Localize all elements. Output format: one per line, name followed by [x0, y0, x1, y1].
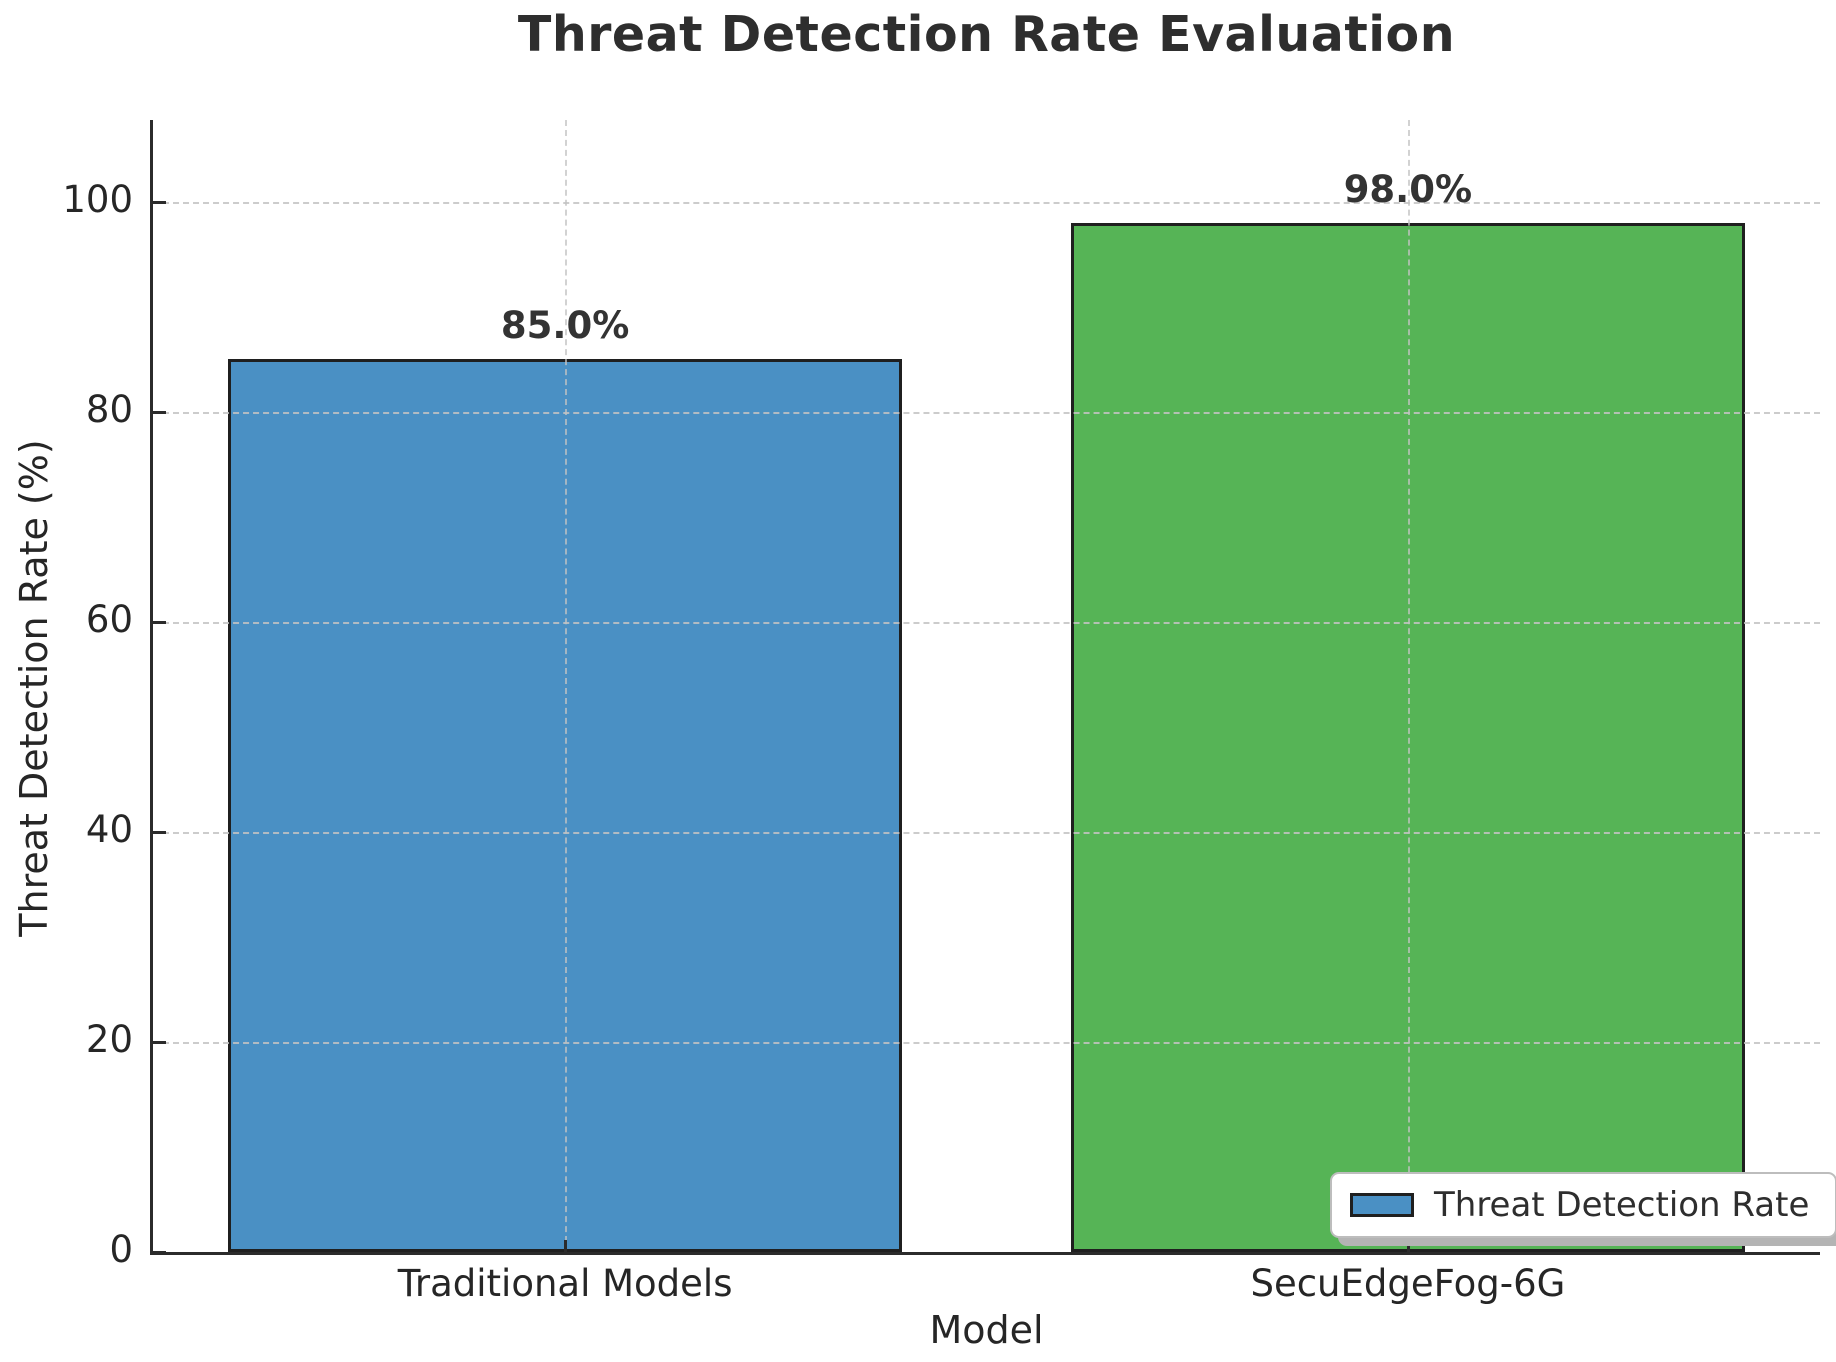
y-axis-spine [150, 120, 153, 1255]
y-tick-mark [153, 200, 166, 204]
x-axis-label: Model [929, 1308, 1044, 1352]
plot-area: 85.0% 98.0% [153, 120, 1820, 1252]
y-tick-label: 60 [85, 597, 133, 641]
x-tick-label: Traditional Models [397, 1262, 733, 1305]
x-tick-mark [1406, 1240, 1410, 1252]
y-tick-label: 80 [85, 387, 133, 431]
x-tick-mark [564, 1240, 568, 1252]
y-tick-mark [153, 620, 166, 624]
y-axis-label: Threat Detection Rate (%) [12, 439, 56, 937]
y-tick-mark [153, 1040, 166, 1044]
y-tick-label: 20 [85, 1017, 133, 1061]
bar-value-label: 85.0% [500, 304, 630, 348]
x-axis-spine [150, 1252, 1820, 1255]
y-tick-mark [153, 1251, 166, 1254]
x-tick-label: SecuEdgeFog-6G [1250, 1262, 1566, 1305]
bar-value-label: 98.0% [1343, 167, 1473, 211]
y-tick-mark [153, 410, 166, 414]
bar-secuedgefog-6g [1070, 222, 1745, 1252]
chart-title: Threat Detection Rate Evaluation [517, 6, 1456, 63]
y-tick-mark [153, 830, 166, 834]
y-tick-label: 40 [85, 807, 133, 851]
gridline-horizontal [153, 201, 1820, 204]
y-tick-label: 0 [109, 1228, 133, 1271]
bar-traditional-models [228, 359, 903, 1252]
legend-label: Threat Detection Rate [1434, 1185, 1810, 1225]
legend-swatch [1350, 1193, 1414, 1217]
legend: Threat Detection Rate [1330, 1172, 1836, 1238]
y-tick-label: 100 [62, 177, 133, 221]
